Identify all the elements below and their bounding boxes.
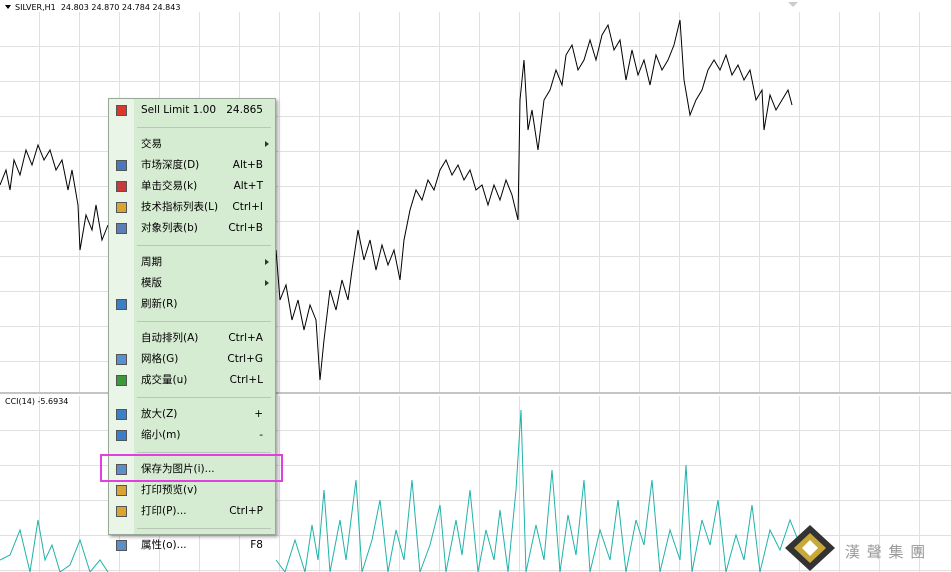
menu-icon — [116, 409, 127, 420]
menu-item[interactable]: 保存为图片(i)... — [109, 459, 275, 480]
menu-label: 单击交易(k) — [141, 180, 198, 192]
cci-line — [0, 409, 801, 572]
menu-icon — [116, 223, 127, 234]
icon-column — [109, 99, 134, 534]
highlight-box — [100, 454, 283, 482]
menu-separator — [137, 127, 271, 128]
menu-icon — [116, 181, 127, 192]
menu-icon — [116, 375, 127, 386]
menu-label: 市场深度(D) — [141, 159, 200, 171]
menu-shortcut: Ctrl+P — [229, 505, 263, 517]
submenu-arrow — [265, 141, 269, 147]
menu-shortcut: Ctrl+A — [228, 332, 263, 344]
menu-item[interactable]: 周期 — [109, 252, 275, 273]
menu-icon — [116, 506, 127, 517]
menu-item[interactable]: 模版 — [109, 273, 275, 294]
menu-separator — [137, 245, 271, 246]
menu-icon — [116, 105, 127, 116]
menu-shortcut: Alt+T — [233, 180, 263, 192]
menu-item[interactable]: Sell Limit 1.00 24.865 — [109, 100, 275, 121]
menu-icon — [116, 202, 127, 213]
menu-icon — [116, 299, 127, 310]
menu-shortcut: - — [259, 429, 263, 441]
menu-label: 缩小(m) — [141, 429, 181, 441]
menu-icon — [116, 485, 127, 496]
menu-separator — [137, 528, 271, 529]
context-menu: Sell Limit 1.00 24.865 交易市场深度(D) Alt+B 单击交易(… — [108, 98, 276, 551]
price-line — [0, 19, 793, 381]
menu-icon — [116, 354, 127, 365]
menu-separator — [137, 452, 271, 453]
menu-shortcut: Alt+B — [232, 159, 263, 171]
menu-label: 模版 — [141, 277, 162, 289]
menu-label: 自动排列(A) — [141, 332, 199, 344]
menu-icon — [116, 464, 127, 475]
menu-item[interactable]: 自动排列(A) Ctrl+A — [109, 328, 275, 349]
menu-item[interactable]: 打印(P)... Ctrl+P — [109, 501, 275, 522]
menu-shortcut: F8 — [250, 539, 263, 551]
menu-item[interactable]: 市场深度(D) Alt+B — [109, 155, 275, 176]
menu-label: 打印(P)... — [141, 505, 187, 517]
menu-label: 网格(G) — [141, 353, 179, 365]
menu-label: 刷新(R) — [141, 298, 178, 310]
menu-shortcut: Ctrl+G — [227, 353, 263, 365]
menu-label: 技术指标列表(L) — [141, 201, 219, 213]
shift-marker — [788, 2, 798, 7]
watermark-logo — [785, 525, 835, 571]
submenu-arrow — [265, 280, 269, 286]
menu-label: 周期 — [141, 256, 162, 268]
menu-item[interactable]: 缩小(m) - — [109, 425, 275, 446]
menu-item[interactable]: 技术指标列表(L) Ctrl+I — [109, 197, 275, 218]
collapse-arrow[interactable] — [5, 5, 11, 9]
menu-separator — [137, 397, 271, 398]
menu-label: 交易 — [141, 138, 162, 150]
ohlc: 24.803 24.870 24.784 24.843 — [60, 3, 181, 12]
menu-item[interactable]: 放大(Z) + — [109, 404, 275, 425]
menu-label: 属性(o)... — [141, 539, 187, 551]
menu-icon — [116, 430, 127, 441]
menu-item[interactable]: 成交量(u) Ctrl+L — [109, 370, 275, 391]
menu-shortcut: Ctrl+B — [228, 222, 263, 234]
menu-label: 对象列表(b) — [141, 222, 198, 234]
menu-item[interactable]: 刷新(R) — [109, 294, 275, 315]
menu-item[interactable]: 单击交易(k) Alt+T — [109, 176, 275, 197]
menu-shortcut: + — [254, 408, 263, 420]
menu-shortcut: Ctrl+L — [229, 374, 263, 386]
indicator-label: CCI(14) -5.6934 — [5, 397, 69, 406]
menu-label: 保存为图片(i)... — [141, 463, 215, 475]
menu-item[interactable]: 交易 — [109, 134, 275, 155]
menu-label: 放大(Z) — [141, 408, 178, 420]
submenu-arrow — [265, 259, 269, 265]
menu-shortcut: 24.865 — [226, 104, 263, 116]
menu-icon — [116, 540, 127, 551]
menu-separator — [137, 321, 271, 322]
menu-label: 成交量(u) — [141, 374, 188, 386]
menu-label: 打印预览(v) — [141, 484, 198, 496]
menu-shortcut: Ctrl+I — [232, 201, 263, 213]
menu-label: Sell Limit 1.00 — [141, 104, 217, 116]
menu-item[interactable]: 打印预览(v) — [109, 480, 275, 501]
menu-item[interactable]: 网格(G) Ctrl+G — [109, 349, 275, 370]
menu-item[interactable]: 属性(o)... F8 — [109, 535, 275, 556]
symbol: SILVER,H1 — [15, 3, 56, 12]
chart-header: SILVER,H1 24.803 24.870 24.784 24.843 — [15, 3, 180, 12]
menu-item[interactable]: 对象列表(b) Ctrl+B — [109, 218, 275, 239]
menu-icon — [116, 160, 127, 171]
watermark-text: 漢 聲 集 團 — [845, 543, 927, 561]
